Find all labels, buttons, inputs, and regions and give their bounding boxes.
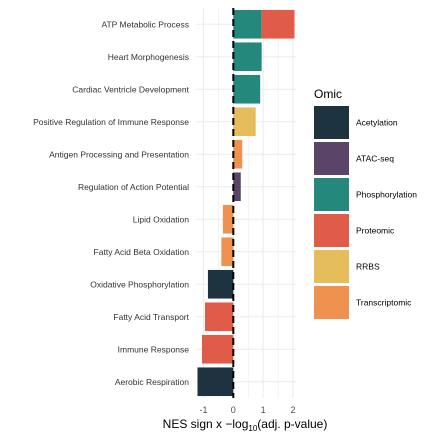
y-tick-label: Fatty Acid Beta Oxidation <box>94 247 190 257</box>
bar <box>221 237 234 267</box>
legend-label: Transcriptomic <box>356 298 412 308</box>
bar <box>233 9 262 39</box>
legend-key <box>314 214 349 247</box>
y-tick-label: Fatty Acid Transport <box>113 312 189 322</box>
y-tick-label: Antigen Processing and Presentation <box>49 149 189 159</box>
bar <box>233 172 241 202</box>
y-tick-label: Heart Morphogenesis <box>108 52 189 62</box>
y-tick-label: Cardiac Ventricle Development <box>72 84 189 94</box>
bar <box>261 9 295 39</box>
bar <box>201 334 234 364</box>
bar <box>233 74 261 104</box>
bar <box>233 42 262 72</box>
legend-key <box>314 286 349 319</box>
legend-key <box>314 178 349 211</box>
bars <box>197 9 295 397</box>
x-tick-label: 2 <box>291 405 296 415</box>
legend-label: Acetylation <box>356 118 398 128</box>
legend-label: ATAC-seq <box>356 154 394 164</box>
x-tick-label: 1 <box>261 405 266 415</box>
legend-key <box>314 250 349 283</box>
y-tick-label: Oxidative Phosphorylation <box>90 279 189 289</box>
legend-label: Proteomic <box>356 226 395 236</box>
bar <box>204 302 234 332</box>
bar <box>233 139 243 169</box>
legend-label: Phosphorylation <box>356 190 417 200</box>
y-tick-label: Regulation of Action Potential <box>78 182 189 192</box>
y-tick-label: Aerobic Respiration <box>115 377 189 387</box>
x-tick-labels: -1 0 1 2 <box>199 405 295 415</box>
legend-key <box>314 106 349 139</box>
y-tick-label: Positive Regulation of Immune Response <box>33 117 189 127</box>
legend-key <box>314 142 349 175</box>
x-axis-title: NES sign x −log10(adj. p-value) <box>163 417 328 433</box>
x-tick-label: 0 <box>231 405 236 415</box>
legend: Omic Acetylation ATAC-seq Phosphorylation P… <box>314 87 417 319</box>
bar <box>207 269 234 299</box>
bar <box>222 204 234 234</box>
y-tick-label: ATP Metabolic Process <box>101 19 189 29</box>
y-tick-label: Immune Response <box>118 344 190 354</box>
bar <box>197 367 234 397</box>
legend-label: RRBS <box>356 262 380 272</box>
y-tick-label: Lipid Oxidation <box>133 214 190 224</box>
y-tick-labels: ATP Metabolic Process Heart Morphogenesis… <box>33 19 190 387</box>
bar <box>233 107 256 137</box>
grid <box>196 8 296 398</box>
x-tick-label: -1 <box>199 405 207 415</box>
legend-title: Omic <box>314 87 342 101</box>
